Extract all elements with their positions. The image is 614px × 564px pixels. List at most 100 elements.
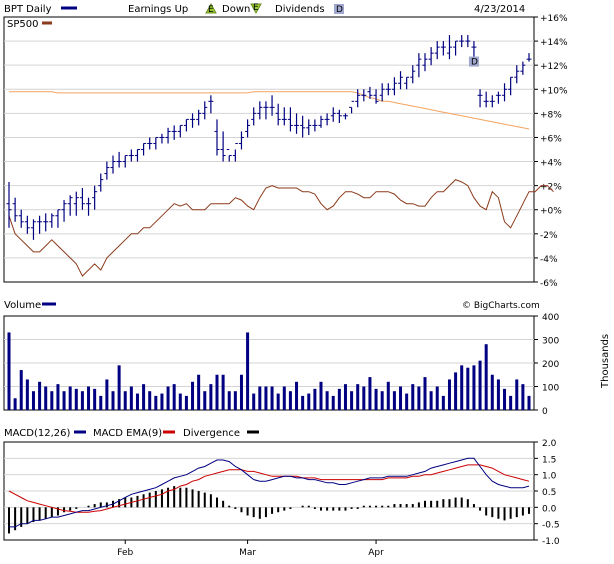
divergence-bar xyxy=(258,507,261,519)
price-bar xyxy=(43,213,49,232)
divergence-bar xyxy=(87,505,90,508)
price-bar xyxy=(141,142,147,156)
price-bar xyxy=(342,113,348,120)
volume-bar xyxy=(105,379,109,410)
divergence-bar xyxy=(148,492,151,508)
price-bar xyxy=(12,197,18,222)
price-bar xyxy=(440,41,446,56)
volume-bar xyxy=(288,391,292,410)
divergence-bar xyxy=(118,499,121,508)
volume-bar xyxy=(148,391,152,410)
divergence-bar xyxy=(228,505,231,508)
volume-bar xyxy=(264,386,268,410)
divergence-bar xyxy=(381,505,384,508)
volume-bar xyxy=(203,391,207,410)
earnings-up-label: Earnings Up xyxy=(128,4,188,15)
price-bar xyxy=(24,215,30,234)
price-bar xyxy=(312,119,318,132)
volume-bar xyxy=(123,391,127,410)
price-bar xyxy=(422,53,428,72)
price-bar xyxy=(134,149,140,162)
price-bar xyxy=(477,89,483,108)
volume-bar xyxy=(295,381,299,410)
price-bar xyxy=(104,161,110,180)
price-bar xyxy=(165,127,171,144)
price-bar xyxy=(226,149,232,162)
volume-tick-label: 300 xyxy=(542,337,559,347)
volume-bar xyxy=(80,391,84,410)
divergence-bar xyxy=(436,500,439,508)
volume-bar xyxy=(478,360,482,410)
divergence-bar xyxy=(203,492,206,508)
divergence-bar xyxy=(20,507,23,527)
volume-bar xyxy=(454,372,458,410)
divergence-bar xyxy=(124,497,127,508)
macd-line xyxy=(9,457,530,528)
divergence-bar xyxy=(105,502,108,508)
divergence-bar xyxy=(185,487,188,508)
divergence-bar xyxy=(93,504,96,508)
divergence-bar xyxy=(63,507,66,513)
divergence-bar xyxy=(411,504,414,508)
volume-bar xyxy=(38,381,42,410)
volume-bar xyxy=(441,395,445,410)
price-bar xyxy=(410,65,416,84)
price-bar xyxy=(220,131,226,162)
volume-bar xyxy=(515,379,519,410)
macd-grid xyxy=(4,457,534,525)
volume-bar xyxy=(160,393,164,410)
price-tick-label: -2% xyxy=(540,231,558,241)
price-bar xyxy=(55,209,61,228)
divergence-bar xyxy=(528,507,530,514)
volume-grid xyxy=(4,339,534,387)
divergence-bar xyxy=(417,502,420,508)
price-tick-label: +6% xyxy=(540,134,562,144)
price-bar xyxy=(6,182,12,228)
price-bar xyxy=(416,53,422,78)
price-bar xyxy=(214,119,220,156)
divergence-bar xyxy=(424,500,426,508)
date-tick-label: Mar xyxy=(239,548,256,558)
dividend-marker: D xyxy=(468,56,479,68)
divergence-bar xyxy=(479,507,482,511)
price-panel xyxy=(3,16,535,283)
divergence-bar xyxy=(509,507,512,519)
divergence-bar xyxy=(240,507,243,513)
price-bar xyxy=(202,101,208,120)
volume-bar xyxy=(215,374,219,410)
divergence-legend-label: Divergence xyxy=(183,428,240,439)
price-bar xyxy=(361,89,367,102)
price-bar xyxy=(67,195,73,216)
volume-bar xyxy=(135,393,139,410)
price-bar xyxy=(73,191,79,216)
earnings-up-glyph: E xyxy=(208,5,214,15)
divergence-bar xyxy=(442,499,445,508)
divergence-bar xyxy=(399,504,402,508)
divergence-bar xyxy=(50,507,53,518)
macd-tick-label: 0.0 xyxy=(542,504,557,514)
price-bar xyxy=(508,76,514,96)
volume-bar xyxy=(99,395,103,410)
divergence-bar xyxy=(222,500,225,508)
divergence-bar xyxy=(466,499,469,508)
volume-bar xyxy=(509,395,513,410)
price-bar xyxy=(514,65,520,84)
volume-bar xyxy=(246,332,250,410)
earnings-down-icon: E xyxy=(250,3,262,15)
divergence-bar xyxy=(136,495,139,508)
divergence-bar xyxy=(430,500,433,508)
price-tick-label: +2% xyxy=(540,183,562,193)
macd-tick-label: -1.0 xyxy=(542,537,560,547)
price-tick-label: +14% xyxy=(540,38,568,48)
price-bar xyxy=(238,131,244,150)
macd-tick-label: 1.0 xyxy=(542,472,557,482)
price-bar xyxy=(349,100,355,114)
price-bar xyxy=(434,41,440,60)
price-bar xyxy=(330,107,336,122)
price-bar xyxy=(459,35,465,48)
volume-bar xyxy=(111,391,115,410)
price-bar xyxy=(159,133,165,144)
price-bar xyxy=(373,89,379,104)
price-bar xyxy=(251,107,257,126)
volume-bar xyxy=(252,393,256,410)
